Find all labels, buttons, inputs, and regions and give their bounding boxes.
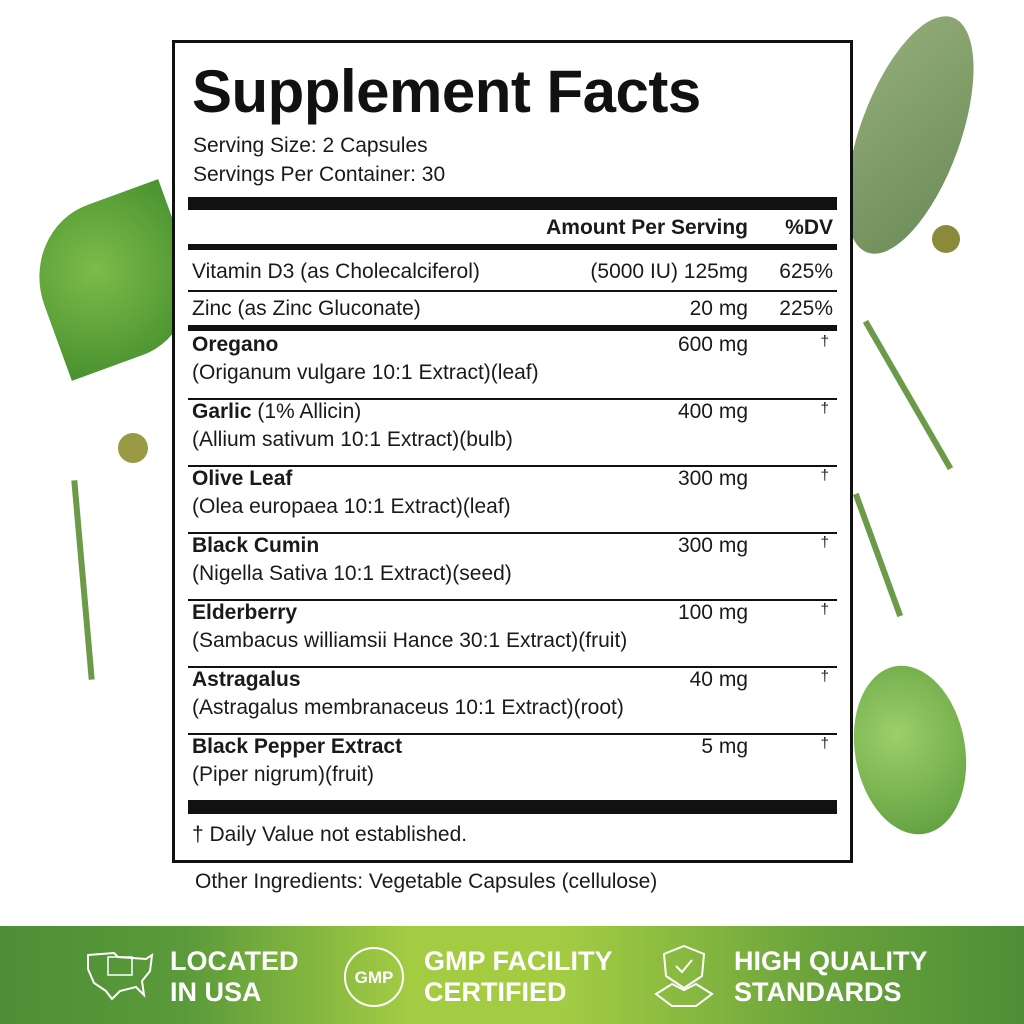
badge-located-in-usa: LOCATED IN USA <box>84 946 299 1008</box>
ingredient-row: Black Cumin 300 mg † (Nigella Sativa 10:… <box>192 534 833 586</box>
servings-per-container: Servings Per Container: 30 <box>193 163 446 186</box>
badge-line: CERTIFIED <box>424 977 567 1007</box>
divider <box>188 398 837 400</box>
basil-leaf-image <box>841 656 979 844</box>
ingredient-dv: † <box>820 601 829 618</box>
badge-line: LOCATED <box>170 946 299 976</box>
supplement-facts-panel: Supplement Facts Serving Size: 2 Capsule… <box>172 40 853 863</box>
rosemary-sprig-image <box>852 492 904 618</box>
ingredient-name: Black Cumin <box>192 534 320 557</box>
ingredient-name: Garlic <box>192 400 252 423</box>
badge-high-quality: HIGH QUALITY STANDARDS <box>648 944 928 1008</box>
ingredient-row: Astragalus 40 mg † (Astragalus membranac… <box>192 668 833 720</box>
ingredient-detail: (Olea europaea 10:1 Extract)(leaf) <box>192 495 511 518</box>
divider <box>188 800 837 814</box>
ingredient-amount: 300 mg <box>677 534 748 557</box>
ingredient-dv: † <box>820 467 829 484</box>
ingredient-amount: 600 mg <box>677 333 748 356</box>
ingredient-name: Astragalus <box>192 668 301 691</box>
ingredient-amount: 100 mg <box>677 601 748 624</box>
serving-size: Serving Size: 2 Capsules <box>193 134 428 157</box>
ingredient-detail: (Origanum vulgare 10:1 Extract)(leaf) <box>192 361 539 384</box>
footnote: † Daily Value not established. <box>192 823 468 846</box>
peppercorn-image <box>118 433 148 463</box>
badge-line: HIGH QUALITY <box>734 946 928 976</box>
ingredient-note: (1% Allicin) <box>251 400 362 423</box>
divider <box>188 733 837 735</box>
divider <box>188 599 837 601</box>
ingredient-amount: 300 mg <box>677 467 748 490</box>
divider <box>188 290 837 292</box>
panel-title: Supplement Facts <box>192 58 701 125</box>
divider <box>188 197 837 210</box>
ingredient-row: Garlic (1% Allicin) 400 mg † (Allium sat… <box>192 400 833 452</box>
nutrient-row: Vitamin D3 (as Cholecalciferol) (5000 IU… <box>192 260 833 284</box>
ingredient-name: Elderberry <box>192 601 298 624</box>
rosemary-sprig-image <box>862 319 954 471</box>
ingredient-dv: † <box>820 400 829 417</box>
nutrient-amount: (5000 IU) 125mg <box>590 260 748 283</box>
usa-map-flag-icon <box>84 946 156 1008</box>
gmp-seal-icon: GMP <box>338 946 410 1008</box>
badge-line: STANDARDS <box>734 977 902 1007</box>
ingredient-row: Black Pepper Extract 5 mg † (Piper nigru… <box>192 735 833 787</box>
divider <box>188 244 837 250</box>
ingredient-name: Black Pepper Extract <box>192 735 403 758</box>
dv-header: %DV <box>785 216 833 239</box>
ingredient-detail: (Allium sativum 10:1 Extract)(bulb) <box>192 428 513 451</box>
divider <box>188 532 837 534</box>
ingredient-dv: † <box>820 333 829 350</box>
trust-badges-band: LOCATED IN USA GMP GMP FACILITY CERTIFIED … <box>0 926 1024 1024</box>
ingredient-row: Olive Leaf 300 mg † (Olea europaea 10:1 … <box>192 467 833 519</box>
ingredient-amount: 400 mg <box>677 400 748 423</box>
ingredient-detail: (Astragalus membranaceus 10:1 Extract)(r… <box>192 696 624 719</box>
ingredient-dv: † <box>820 735 829 752</box>
other-ingredients: Other Ingredients: Vegetable Capsules (c… <box>195 870 658 893</box>
ingredient-amount: 5 mg <box>701 735 748 758</box>
badge-line: IN USA <box>170 977 262 1007</box>
ingredient-detail: (Sambacus williamsii Hance 30:1 Extract)… <box>192 629 628 652</box>
badge-gmp-certified: GMP GMP FACILITY CERTIFIED <box>338 946 613 1008</box>
divider <box>188 666 837 668</box>
ingredient-name: Olive Leaf <box>192 467 293 490</box>
nutrient-name: Vitamin D3 (as Cholecalciferol) <box>192 260 480 283</box>
ingredient-amount: 40 mg <box>689 668 748 691</box>
rosemary-sprig-image <box>71 480 95 680</box>
ingredient-dv: † <box>820 668 829 685</box>
ingredient-row: Elderberry 100 mg † (Sambacus williamsii… <box>192 601 833 653</box>
ingredient-name: Oregano <box>192 333 279 356</box>
ingredient-detail: (Piper nigrum)(fruit) <box>192 763 375 786</box>
ingredient-dv: † <box>820 534 829 551</box>
nutrient-amount: 20 mg <box>689 297 748 320</box>
nutrient-row: Zinc (as Zinc Gluconate) 20 mg 225% <box>192 297 833 321</box>
ingredient-row: Oregano 600 mg † (Origanum vulgare 10:1 … <box>192 333 833 385</box>
nutrient-name: Zinc (as Zinc Gluconate) <box>192 297 421 320</box>
nutrient-dv: 225% <box>779 297 833 320</box>
badge-line: GMP FACILITY <box>424 946 613 976</box>
divider <box>188 325 837 331</box>
amount-header: Amount Per Serving <box>546 216 748 239</box>
shield-handshake-icon <box>648 944 720 1008</box>
peppercorn-image <box>932 225 960 253</box>
ingredient-detail: (Nigella Sativa 10:1 Extract)(seed) <box>192 562 512 585</box>
gmp-seal-text: GMP <box>344 947 404 1007</box>
nutrient-dv: 625% <box>779 260 833 283</box>
divider <box>188 465 837 467</box>
